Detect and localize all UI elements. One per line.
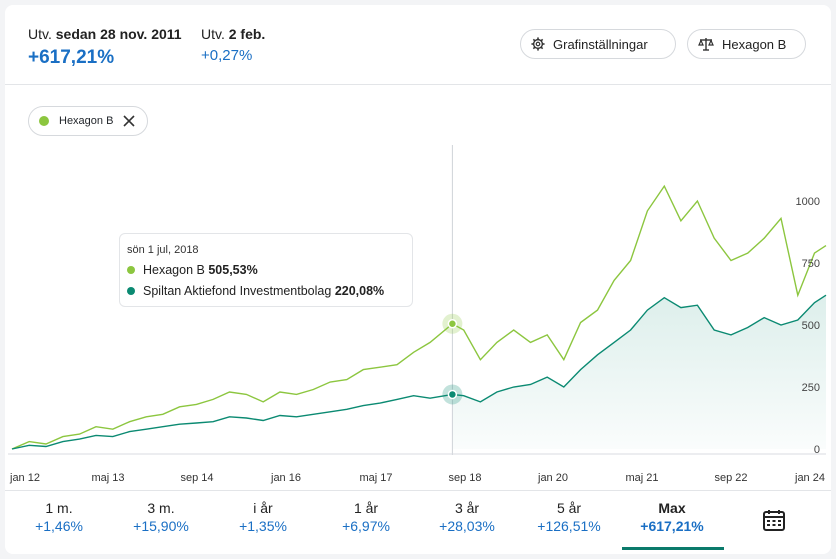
spiltan-area-fill [452, 295, 826, 449]
tab-3y[interactable]: 3 år +28,03% [417, 500, 517, 534]
tooltip-date: sön 1 jul, 2018 [127, 244, 199, 256]
header-divider [5, 84, 831, 85]
tab-label: i år [253, 500, 273, 516]
chart-tooltip: sön 1 jul, 2018 Hexagon B 505,53% Spilta… [119, 233, 413, 307]
x-tick-label: jan 12 [9, 472, 40, 484]
tabs-divider [5, 490, 831, 491]
tab-ytd[interactable]: i år +1,35% [213, 500, 313, 534]
tab-label: 3 m. [147, 500, 175, 516]
tab-label: 5 år [556, 500, 582, 516]
tab-value: +15,90% [133, 518, 189, 534]
tab-3m[interactable]: 3 m. +15,90% [111, 500, 211, 534]
tooltip-name: Spiltan Aktiefond Investmentbolag [143, 284, 332, 298]
tab-label: 1 m. [45, 500, 73, 516]
tab-1m[interactable]: 1 m. +1,46% [9, 500, 109, 534]
y-tick-label: 1000 [796, 196, 820, 208]
tab-5y[interactable]: 5 år +126,51% [519, 500, 619, 534]
tab-1y[interactable]: 1 år +6,97% [316, 500, 416, 534]
highlight-point-spiltan [447, 389, 458, 400]
price-chart[interactable]: 0 250 500 750 1000 jan 12 maj 13 sep 14 jan 16 ma… [0, 0, 836, 500]
day-value: +0,27% [201, 47, 253, 64]
tooltip-dot-spiltan [127, 287, 135, 295]
x-tick-label: sep 14 [180, 472, 213, 484]
since-label: Utv. sedan 28 nov. 2011 [28, 26, 182, 42]
x-tick-label: maj 21 [625, 472, 658, 484]
compare-label: Hexagon B [722, 36, 787, 52]
x-tick-label: sep 18 [448, 472, 481, 484]
x-tick-label: sep 22 [714, 472, 747, 484]
tooltip-value: 220,08% [334, 284, 385, 298]
series-chip-hexagon: Hexagon B [28, 106, 148, 136]
series-chip-label: Hexagon B [59, 115, 114, 127]
active-tab-indicator [622, 547, 724, 550]
series-line-spiltan [11, 294, 827, 450]
tab-label: 3 år [454, 500, 480, 516]
y-tick-label: 0 [814, 444, 820, 456]
tab-max[interactable]: Max +617,21% [622, 500, 722, 534]
tooltip-row-spiltan: Spiltan Aktiefond Investmentbolag 220,08… [127, 284, 384, 298]
day-label: Utv. 2 feb. [201, 26, 266, 42]
gear-icon [531, 37, 545, 51]
x-tick-label: maj 13 [91, 472, 124, 484]
tooltip-row-hexagon: Hexagon B 505,53% [127, 263, 258, 277]
y-tick-label: 250 [802, 382, 820, 394]
tab-value: +1,35% [239, 518, 287, 534]
highlight-point-hexagon [447, 319, 458, 329]
tooltip-name: Hexagon B [143, 263, 205, 277]
tab-value: +6,97% [342, 518, 390, 534]
tab-label: 1 år [353, 500, 379, 516]
tooltip-value: 505,53% [208, 263, 258, 277]
close-icon[interactable] [121, 113, 137, 129]
compare-button[interactable]: Hexagon B [687, 29, 806, 59]
x-tick-label: maj 17 [359, 472, 392, 484]
tab-label: Max [658, 500, 686, 516]
tooltip-dot-hexagon [127, 266, 135, 274]
series-line-hexagon [11, 184, 827, 450]
x-tick-label: jan 24 [794, 472, 825, 484]
chart-settings-label: Grafinställningar [553, 36, 648, 52]
since-value: +617,21% [28, 47, 115, 68]
calendar-button[interactable] [762, 508, 788, 534]
chart-settings-button[interactable]: Grafinställningar [520, 29, 676, 59]
tab-value: +617,21% [640, 518, 704, 534]
y-tick-label: 750 [802, 258, 820, 270]
tab-value: +28,03% [439, 518, 495, 534]
tab-value: +126,51% [537, 518, 601, 534]
x-tick-label: jan 20 [537, 472, 568, 484]
x-tick-label: jan 16 [270, 472, 301, 484]
tab-value: +1,46% [35, 518, 83, 534]
y-tick-label: 500 [802, 320, 820, 332]
scale-icon [698, 38, 714, 51]
series-color-dot [39, 116, 49, 126]
calendar-icon [763, 510, 785, 531]
